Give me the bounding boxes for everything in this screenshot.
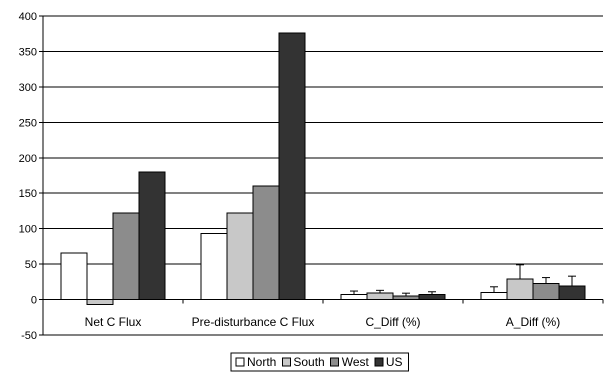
bar-south-3 bbox=[366, 292, 394, 301]
bar-west-1 bbox=[112, 212, 140, 301]
bar-north-4 bbox=[480, 291, 508, 301]
y-tick-label: 200 bbox=[19, 153, 37, 165]
bar-us-4 bbox=[558, 285, 586, 301]
legend-swatch-north bbox=[235, 357, 245, 367]
bar-south-4 bbox=[506, 278, 534, 301]
bar-west-3 bbox=[392, 295, 420, 301]
error-bars bbox=[350, 264, 576, 297]
bar-north-1 bbox=[60, 252, 88, 301]
bar-us-1 bbox=[138, 171, 166, 301]
bar-south-2 bbox=[226, 212, 254, 301]
x-category-label: Pre-disturbance C Flux bbox=[192, 315, 315, 329]
bar-west-2 bbox=[252, 185, 280, 301]
bar-us-2 bbox=[278, 32, 306, 301]
y-tick-label: 250 bbox=[19, 117, 37, 129]
y-tick-label: 400 bbox=[19, 11, 37, 23]
y-axis: -50 0 50 100 150 200 250 300 350 400 bbox=[19, 11, 44, 342]
bar-south-1 bbox=[86, 299, 114, 306]
y-tick-label: 50 bbox=[25, 259, 37, 271]
legend-swatch-us bbox=[374, 357, 384, 367]
legend-label-south: South bbox=[293, 355, 324, 369]
legend-frame bbox=[230, 352, 409, 372]
y-tick-label: 350 bbox=[19, 46, 37, 58]
y-tick-label: 100 bbox=[19, 224, 37, 236]
bar-west-4 bbox=[532, 282, 560, 301]
legend-swatch-west bbox=[330, 357, 340, 367]
legend-label-west: West bbox=[342, 355, 370, 369]
x-axis: Net C Flux Pre-disturbance C Flux C_Diff (… bbox=[43, 299, 604, 329]
bar-north-2 bbox=[200, 233, 228, 301]
bar-north-3 bbox=[340, 294, 368, 301]
y-tick-label: 150 bbox=[19, 188, 37, 200]
y-tick-label: -50 bbox=[21, 330, 37, 342]
legend-swatch-south bbox=[281, 357, 291, 367]
y-tick-label: 0 bbox=[31, 295, 37, 307]
legend: North South West US bbox=[230, 352, 409, 372]
x-category-label: C_Diff (%) bbox=[365, 315, 420, 329]
legend-label-us: US bbox=[386, 355, 403, 369]
x-category-label: A_Diff (%) bbox=[506, 315, 560, 329]
legend-label-north: North bbox=[247, 355, 276, 369]
y-tick-label: 300 bbox=[19, 82, 37, 94]
bar-us-3 bbox=[418, 294, 446, 301]
x-category-label: Net C Flux bbox=[85, 315, 142, 329]
